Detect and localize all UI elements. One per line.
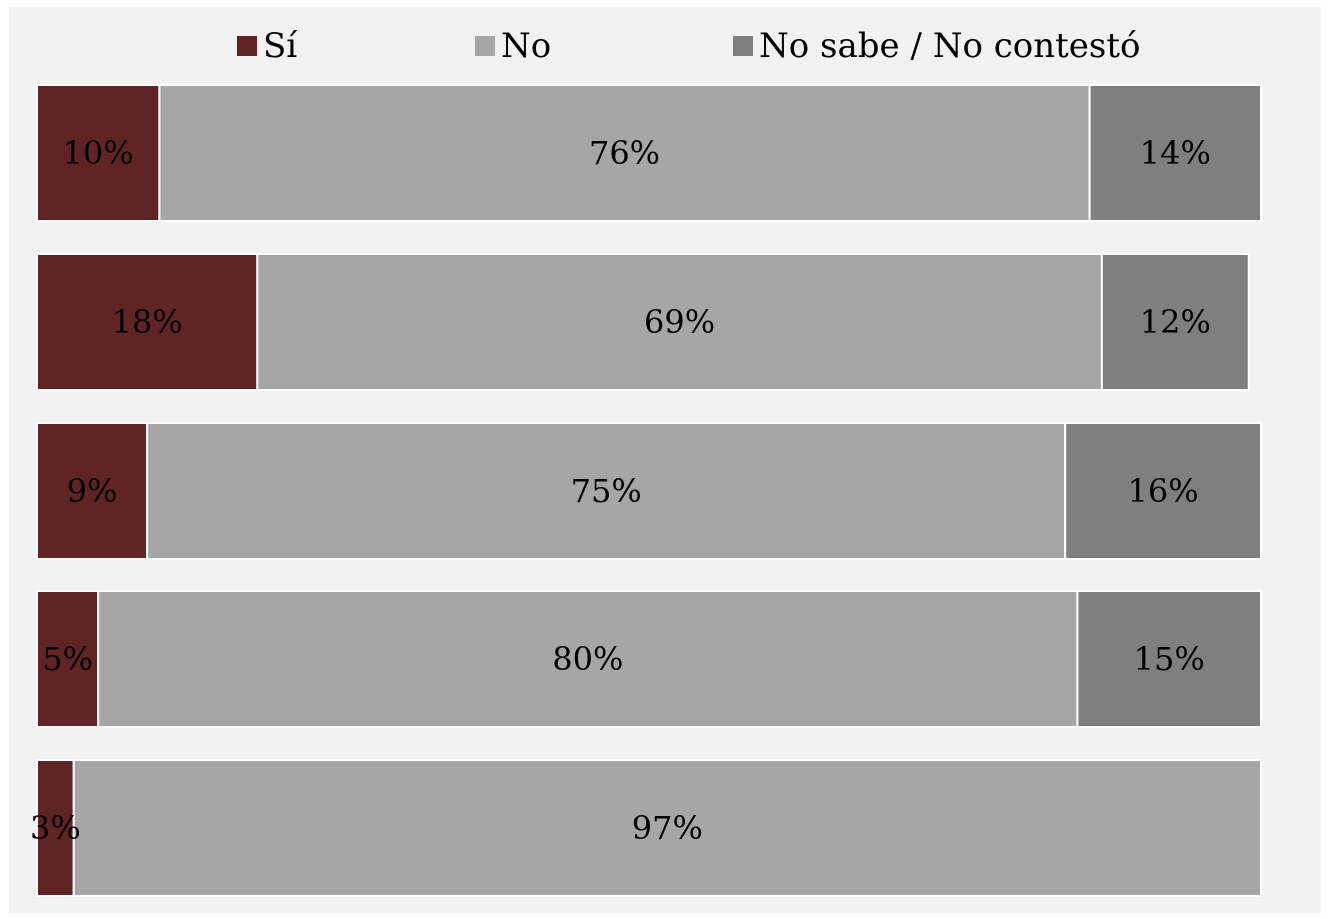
bar-no-sabe-no-contesto-row-1: [1088, 84, 1263, 222]
data-label-si-row-3: 9%: [67, 472, 118, 510]
data-label-no-row-5: 97%: [632, 809, 703, 847]
legend-label-no: No: [501, 26, 551, 66]
data-label-si-row-1: 10%: [63, 134, 134, 172]
bar-si-row-5: [36, 759, 75, 897]
data-label-no-row-4: 80%: [552, 640, 623, 678]
legend-label-no-sabe-no-contesto: No sabe / No contestó: [759, 26, 1141, 66]
bar-no-row-3: [146, 422, 1067, 560]
data-label-si-row-2: 18%: [112, 303, 183, 341]
bar-no-row-4: [97, 590, 1079, 728]
data-label-si-row-4: 5%: [42, 640, 93, 678]
bar-no-row-5: [72, 759, 1263, 897]
legend-swatch-no-sabe-no-contesto: [733, 36, 753, 56]
bar-no-sabe-no-contesto-row-3: [1064, 422, 1263, 560]
data-label-no-row-2: 69%: [644, 303, 715, 341]
data-label-no-sabe-no-contesto-row-3: 16%: [1128, 472, 1199, 510]
bar-si-row-1: [36, 84, 161, 222]
bar-si-row-4: [36, 590, 100, 728]
data-label-no-row-3: 75%: [571, 472, 642, 510]
legend-swatch-si: [237, 36, 257, 56]
data-label-si-row-5: 3%: [30, 809, 81, 847]
data-label-no-sabe-no-contesto-row-2: 12%: [1140, 303, 1211, 341]
bar-no-sabe-no-contesto-row-4: [1076, 590, 1263, 728]
data-label-no-sabe-no-contesto-row-4: 15%: [1134, 640, 1205, 678]
data-label-no-row-1: 76%: [589, 134, 660, 172]
bar-si-row-2: [36, 253, 259, 391]
bar-no-row-2: [256, 253, 1103, 391]
legend-label-si: Sí: [263, 26, 298, 66]
legend-swatch-no: [475, 36, 495, 56]
data-label-no-sabe-no-contesto-row-1: 14%: [1140, 134, 1211, 172]
bar-no-row-1: [158, 84, 1091, 222]
bar-no-sabe-no-contesto-row-2: [1100, 253, 1250, 391]
